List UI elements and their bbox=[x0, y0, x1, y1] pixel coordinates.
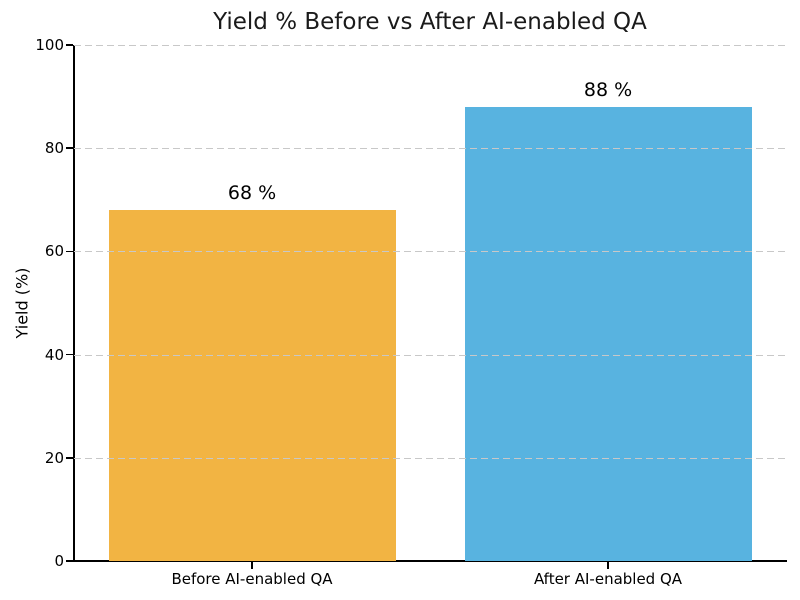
x-tick-label: After AI-enabled QA bbox=[533, 570, 683, 588]
y-tick-label: 20 bbox=[44, 448, 64, 467]
bar-value-label: 68 % bbox=[227, 182, 277, 205]
y-tick-label: 40 bbox=[44, 345, 64, 364]
bar bbox=[464, 106, 752, 561]
y-axis-spine bbox=[73, 45, 75, 562]
x-tick-mark bbox=[251, 562, 253, 569]
y-tick-mark bbox=[66, 250, 73, 253]
y-tick-mark bbox=[66, 147, 73, 149]
bar bbox=[108, 210, 396, 561]
chart-title: Yield % Before vs After AI-enabled QA bbox=[213, 9, 647, 35]
bar-value-label: 88 % bbox=[583, 78, 633, 101]
y-tick-mark bbox=[66, 353, 73, 356]
y-tick-mark bbox=[66, 44, 73, 46]
plot-area: 68 % 88 % bbox=[74, 45, 786, 561]
gridline bbox=[74, 45, 786, 46]
gridline bbox=[74, 148, 786, 150]
y-tick-label: 0 bbox=[54, 552, 64, 570]
gridline bbox=[74, 251, 786, 253]
gridline bbox=[74, 457, 786, 459]
y-tick-label: 100 bbox=[35, 36, 64, 54]
y-tick-mark bbox=[66, 560, 73, 562]
y-tick-mark bbox=[66, 457, 73, 459]
gridline bbox=[74, 354, 786, 356]
y-axis-label: Yield (%) bbox=[12, 267, 32, 339]
y-tick-label: 80 bbox=[44, 139, 64, 158]
x-tick-mark bbox=[607, 562, 609, 569]
y-tick-label: 60 bbox=[44, 242, 64, 261]
x-axis-spine bbox=[73, 560, 787, 562]
x-tick-label: Before AI-enabled QA bbox=[171, 570, 333, 588]
